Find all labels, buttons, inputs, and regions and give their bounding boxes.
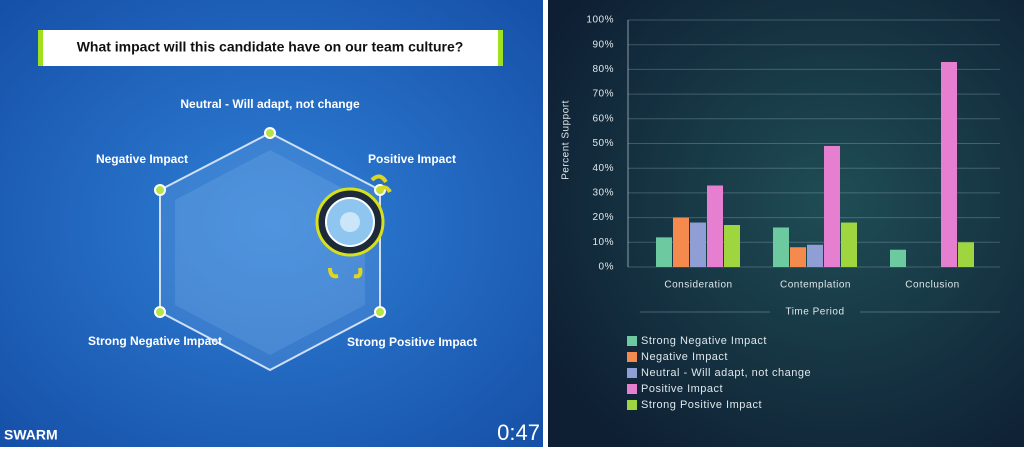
y-tick-label: 0% (599, 262, 614, 273)
question-banner (38, 30, 503, 66)
legend-swatch (627, 336, 637, 346)
banner-edge (38, 30, 43, 66)
question: What impact will this candidate have on … (77, 39, 464, 55)
puck-center (340, 212, 360, 232)
legend-label: Strong Positive Impact (641, 399, 762, 411)
node (264, 127, 276, 139)
hexagon-inner (175, 150, 365, 355)
y-tick-label: 30% (592, 188, 614, 199)
bar (690, 222, 706, 267)
option-label: Negative Impact (96, 152, 188, 166)
bar (890, 249, 906, 267)
option-label: Neutral - Will adapt, not change (180, 97, 360, 111)
bar (790, 247, 806, 267)
swarm-panel (0, 0, 543, 447)
bar (656, 237, 672, 267)
legend-swatch (627, 400, 637, 410)
legend-label: Positive Impact (641, 383, 723, 395)
bar (773, 227, 789, 267)
bar (673, 217, 689, 267)
puck[interactable] (315, 174, 392, 279)
legend-label: Strong Negative Impact (641, 335, 767, 347)
y-tick-label: 100% (586, 15, 614, 26)
legend-swatch (627, 368, 637, 378)
bar (807, 244, 823, 267)
magnets (328, 174, 392, 279)
y-tick-label: 10% (592, 237, 614, 248)
x-tick-label: Consideration (664, 280, 732, 291)
y-tick-label: 60% (592, 113, 614, 124)
y-tick-label: 80% (592, 64, 614, 75)
x-tick-label: Conclusion (905, 280, 959, 291)
bar (841, 222, 857, 267)
node (154, 306, 166, 318)
y-tick-label: 40% (592, 163, 614, 174)
bar (724, 225, 740, 267)
y-tick-label: 50% (592, 138, 614, 149)
bar (958, 242, 974, 267)
timer: 0:47 (497, 420, 540, 445)
chart: 0% 10% 20% 30% 40% 50% 60% 70% 80% 90% 100% Percent… (561, 15, 1000, 411)
legend-label: Neutral - Will adapt, not change (641, 367, 811, 379)
y-tick-label: 70% (592, 89, 614, 100)
y-axis-title: Percent Support (561, 100, 572, 180)
x-tick-label: Contemplation (780, 280, 851, 291)
banner-edge (498, 30, 503, 66)
legend-swatch (627, 384, 637, 394)
y-tick-label: 90% (592, 39, 614, 50)
option-label: Positive Impact (368, 152, 456, 166)
option-label: Strong Positive Impact (347, 335, 477, 349)
y-tick-label: 20% (592, 212, 614, 223)
node (154, 184, 166, 196)
node (374, 306, 386, 318)
bar (707, 185, 723, 267)
option-label: Strong Negative Impact (88, 334, 222, 348)
x-axis-title: Time Period (785, 307, 844, 318)
bar (824, 145, 840, 267)
legend-swatch (627, 352, 637, 362)
bar (941, 61, 957, 267)
brand: SWARM (4, 427, 58, 443)
legend-label: Negative Impact (641, 351, 728, 363)
